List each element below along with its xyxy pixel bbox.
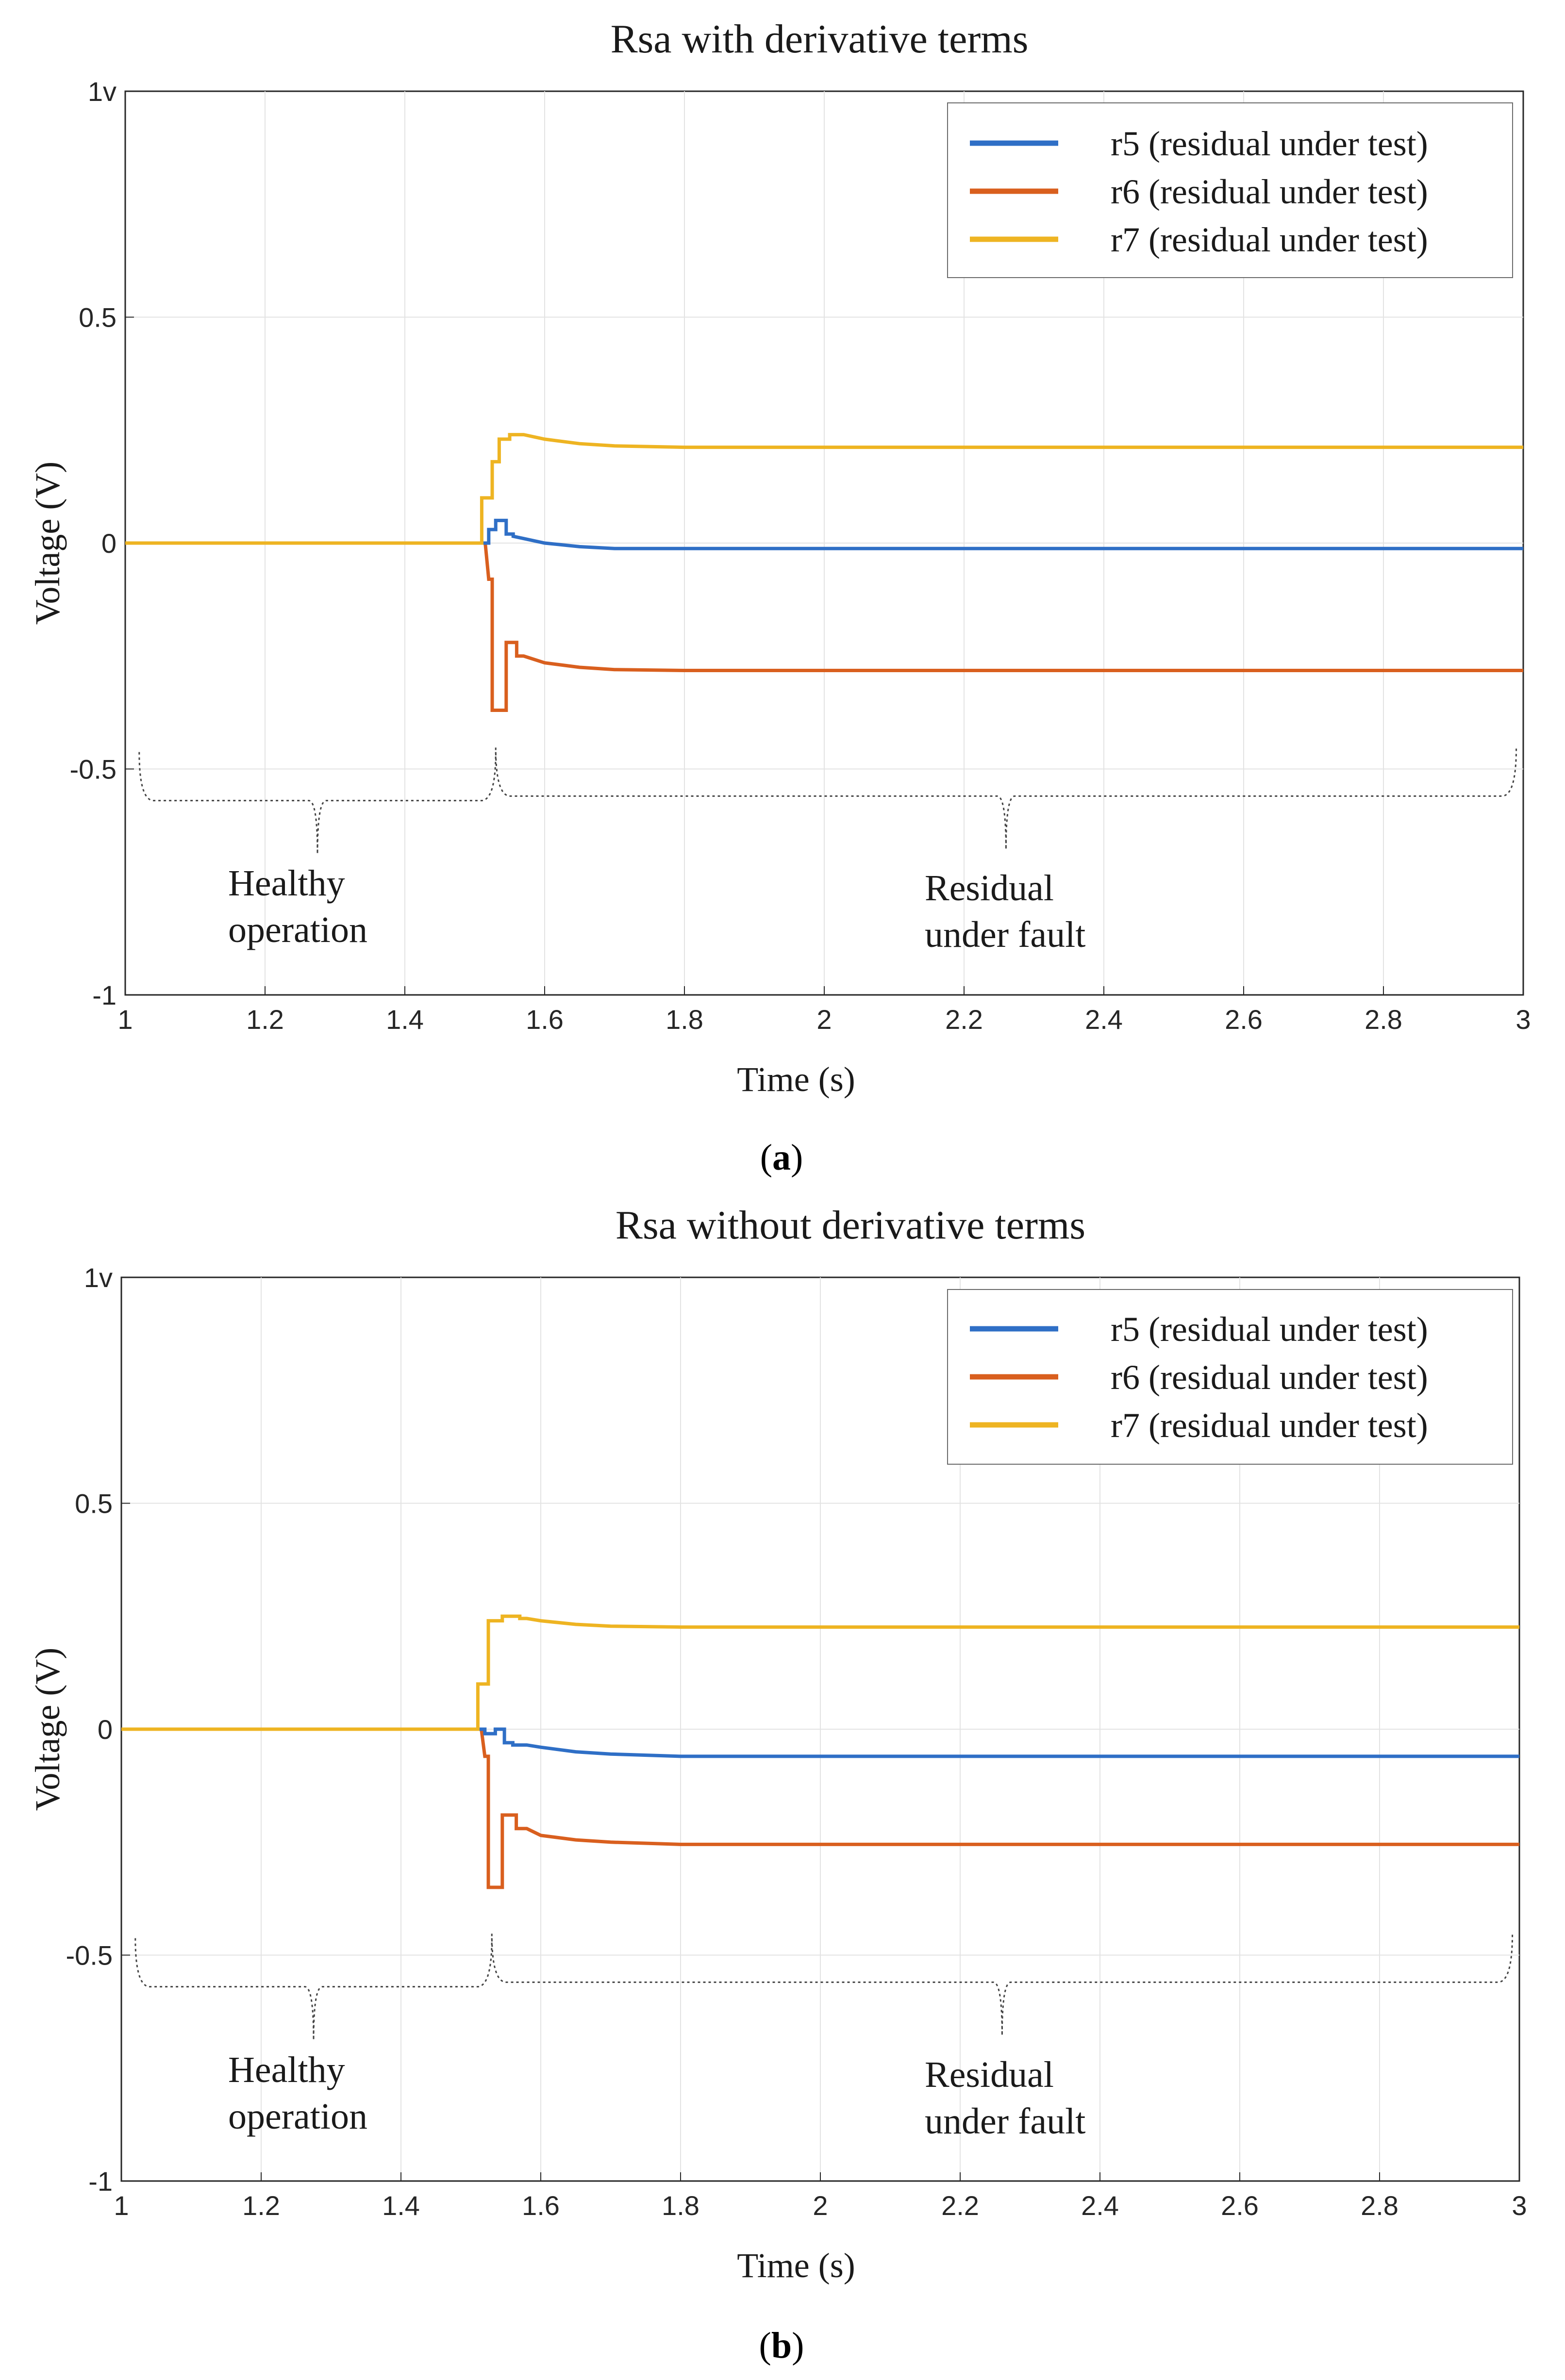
legend: r5 (residual under test) r6 (residual un… [947,1289,1513,1465]
y-tick-labels: -1 -0.5 0 0.5 1v [70,76,117,1010]
x-tick-label: 1 [117,1004,133,1035]
y-tick-label: 0.5 [75,1488,113,1519]
annotation-residual-line-1: Residual [925,868,1054,909]
panel-label-a-letter: a [772,1137,791,1178]
series-line-r6 [121,1727,1519,1889]
brace-annotations [138,747,1517,854]
x-tick-label: 1 [114,2190,129,2221]
legend-label-r7: r7 (residual under test) [1111,1406,1428,1445]
series-lines [121,1614,1519,1889]
annotation-residual-line-2: under fault [925,914,1085,955]
x-tick-label: 2.4 [1081,2190,1119,2221]
x-tick-label: 1.6 [522,2190,560,2221]
x-tick-labels: 1 1.2 1.4 1.6 1.8 2 2.2 2.4 2.6 2.8 3 [117,1004,1531,1035]
x-tick-label: 2 [813,2190,828,2221]
series-line-r5 [125,518,1523,550]
legend-label-r7: r7 (residual under test) [1111,220,1428,259]
y-tick-label: 0 [101,528,117,559]
y-tick-label: 1v [84,1262,113,1293]
series-line-r7 [121,1614,1519,1731]
x-tick-label: 2 [816,1004,832,1035]
x-tick-label: 1.6 [526,1004,564,1035]
x-axis-label: Time (s) [737,2246,855,2285]
legend: r5 (residual under test) r6 (residual un… [947,102,1513,278]
x-tick-label: 2.8 [1365,1004,1402,1035]
x-tick-label: 2.4 [1085,1004,1123,1035]
annotation-residual-line-1: Residual [925,2054,1054,2095]
annotation-residual: Residual under fault [925,2054,1085,2142]
y-tick-label: -0.5 [66,1940,113,1971]
x-tick-label: 1.2 [242,2190,280,2221]
x-tick-label: 1.8 [666,1004,703,1035]
brace-1 [495,747,1517,850]
x-tick-labels: 1 1.2 1.4 1.6 1.8 2 2.2 2.4 2.6 2.8 3 [114,2190,1527,2221]
annotation-residual: Residual under fault [925,868,1085,955]
y-tick-label: -1 [88,2166,113,2197]
brace-1 [491,1934,1514,2036]
series-line-r6 [125,541,1523,712]
annotation-healthy-line-2: operation [228,2096,367,2137]
y-axis-label: Voltage (V) [28,462,67,625]
x-tick-label: 2.6 [1221,2190,1259,2221]
panel-label-a: (a) [760,1137,803,1178]
y-tick-labels: -1 -0.5 0 0.5 1v [66,1262,113,2197]
series-lines [125,433,1523,712]
annotation-healthy-line-2: operation [228,909,367,950]
series-line-r7 [125,433,1523,545]
series-line-r5 [121,1727,1519,1758]
y-tick-label: 1v [88,76,117,107]
x-tick-label: 3 [1515,1004,1531,1035]
y-tick-label: -1 [92,980,117,1010]
y-axis-label: Voltage (V) [28,1648,67,1811]
legend-label-r5: r5 (residual under test) [1111,1310,1428,1349]
x-axis-label: Time (s) [737,1060,855,1099]
x-tick-label: 2.2 [945,1004,983,1035]
y-tick-label: 0.5 [79,302,117,333]
annotation-healthy-line-1: Healthy [228,863,345,904]
panel-label-b: (b) [759,2325,804,2366]
annotation-healthy: Healthy operation [228,2049,367,2137]
x-tick-label: 1.2 [246,1004,284,1035]
x-tick-label: 1.8 [662,2190,699,2221]
x-tick-label: 2.2 [941,2190,979,2221]
legend-label-r6: r6 (residual under test) [1111,172,1428,211]
legend-label-r6: r6 (residual under test) [1111,1358,1428,1397]
annotation-residual-line-2: under fault [925,2101,1085,2142]
x-tick-label: 1.4 [386,1004,424,1035]
panel-label-b-letter: b [771,2325,792,2366]
chart-panel-b: Rsa without derivative terms 1 1.2 1.4 1.6 1… [28,1203,1527,2366]
chart-title: Rsa with derivative terms [611,17,1029,62]
y-tick-label: -0.5 [70,754,117,785]
brace-annotations [134,1934,1514,2040]
x-tick-label: 3 [1512,2190,1527,2221]
y-tick-label: 0 [98,1714,113,1745]
x-tick-label: 1.4 [382,2190,420,2221]
legend-label-r5: r5 (residual under test) [1111,124,1428,163]
annotation-healthy-line-1: Healthy [228,2049,345,2090]
chart-panel-a: Rsa with derivative terms 1 1.2 1.4 1.6 1.8 2… [28,17,1531,1178]
x-tick-label: 2.8 [1361,2190,1399,2221]
annotation-healthy: Healthy operation [228,863,367,950]
x-tick-label: 2.6 [1225,1004,1263,1035]
chart-title: Rsa without derivative terms [616,1203,1085,1248]
